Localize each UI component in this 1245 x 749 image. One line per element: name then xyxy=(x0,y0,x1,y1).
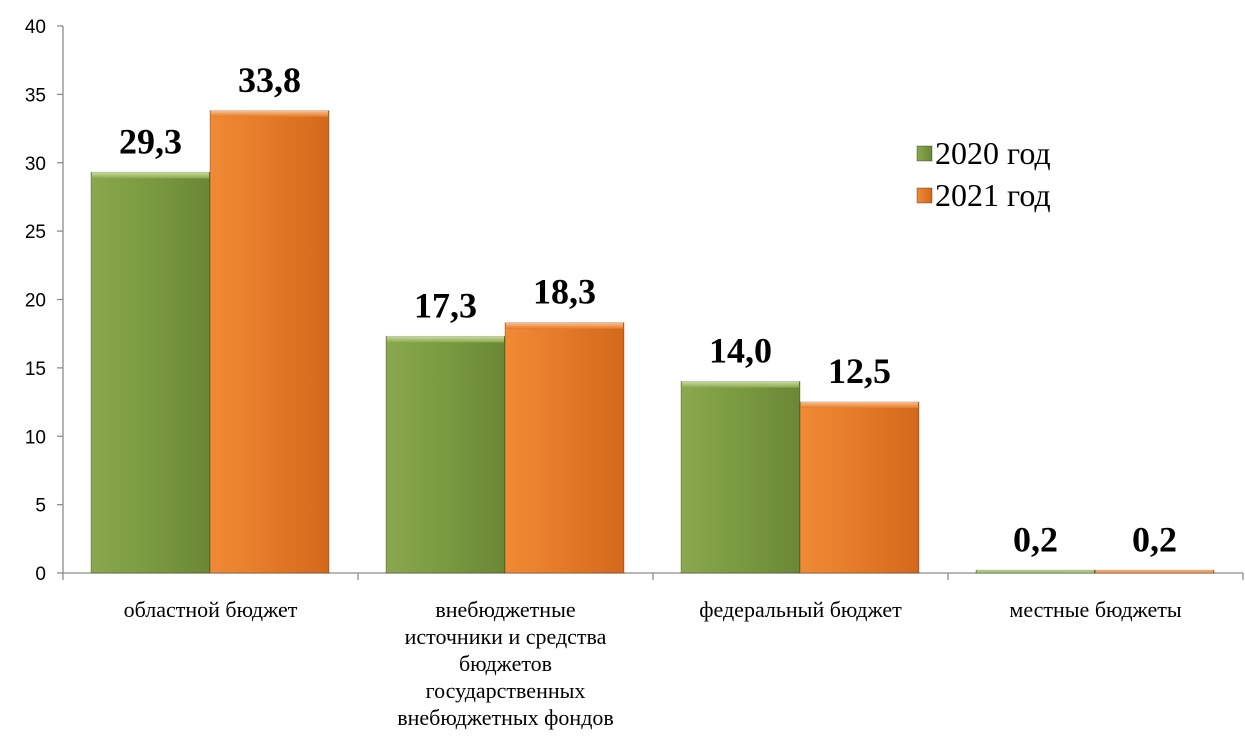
y-tick-label: 30 xyxy=(25,154,46,175)
y-tick-label: 40 xyxy=(25,17,46,38)
legend: 2020 год 2021 год xyxy=(916,135,1051,213)
bar xyxy=(209,110,330,574)
bar-highlight xyxy=(682,381,799,388)
category-label-line: областной бюджет xyxy=(124,597,298,622)
y-tick-label: 10 xyxy=(25,427,46,448)
y-tick-label: 35 xyxy=(25,85,46,106)
y-tick-label: 15 xyxy=(25,359,46,380)
bar xyxy=(975,569,1096,574)
bar-highlight xyxy=(506,322,623,329)
category-label-line: внебюджетные xyxy=(435,597,575,622)
data-label: 0,2 xyxy=(1132,519,1177,559)
bar-body xyxy=(680,381,801,574)
data-label: 17,3 xyxy=(414,285,477,325)
bar xyxy=(385,335,506,574)
y-tick-label: 0 xyxy=(35,564,46,585)
data-label: 12,5 xyxy=(828,351,891,391)
legend-label: 2020 год xyxy=(935,135,1051,171)
data-label: 33,8 xyxy=(238,60,301,100)
bar-highlight xyxy=(977,570,1094,573)
legend-item: 2020 год xyxy=(916,135,1051,171)
value-labels: 29,3 17,3 14,0 0,2 33,8 18,3 12,5 0,2 xyxy=(119,60,1177,559)
bar xyxy=(504,322,625,574)
bar-highlight xyxy=(211,110,328,117)
legend-item: 2021 год xyxy=(916,177,1051,213)
bar xyxy=(1094,569,1215,574)
y-axis: 0 5 10 15 20 25 30 35 40 xyxy=(25,17,64,585)
category-label-line: местные бюджеты xyxy=(1009,597,1181,622)
category-label: областной бюджет xyxy=(124,597,298,622)
bar-highlight xyxy=(801,402,918,409)
data-label: 29,3 xyxy=(119,121,182,161)
legend-swatch xyxy=(916,145,933,162)
bar-body xyxy=(385,335,506,574)
bar-body xyxy=(799,401,920,574)
category-label-line: внебюджетных фондов xyxy=(397,705,614,730)
category-label: внебюджетные источники и средства бюджетов… xyxy=(397,597,614,730)
y-tick-label: 20 xyxy=(25,291,46,312)
category-label-line: федеральный бюджет xyxy=(699,597,902,622)
y-tick-label: 25 xyxy=(25,222,46,243)
category-labels: областной бюджет внебюджетные источники и … xyxy=(124,597,1182,730)
category-label: местные бюджеты xyxy=(1009,597,1181,622)
bar xyxy=(799,401,920,574)
legend-swatch xyxy=(916,187,933,204)
data-label: 14,0 xyxy=(709,331,772,371)
data-label: 18,3 xyxy=(533,272,596,312)
bar-highlight xyxy=(92,172,209,179)
bar-highlight xyxy=(1096,570,1213,573)
data-label: 0,2 xyxy=(1013,519,1058,559)
bars xyxy=(90,110,1215,574)
category-label: федеральный бюджет xyxy=(699,597,902,622)
category-label-line: бюджетов xyxy=(459,651,552,676)
category-label-line: источники и средства xyxy=(405,624,607,649)
bar xyxy=(680,381,801,574)
x-axis xyxy=(62,572,1244,580)
bar-body xyxy=(504,322,625,574)
category-label-line: государственных xyxy=(426,678,586,703)
bar-highlight xyxy=(387,336,504,343)
y-tick-label: 5 xyxy=(35,496,46,517)
bar-body xyxy=(209,110,330,574)
bar-body xyxy=(90,171,211,574)
bar xyxy=(90,171,211,574)
legend-label: 2021 год xyxy=(935,177,1051,213)
